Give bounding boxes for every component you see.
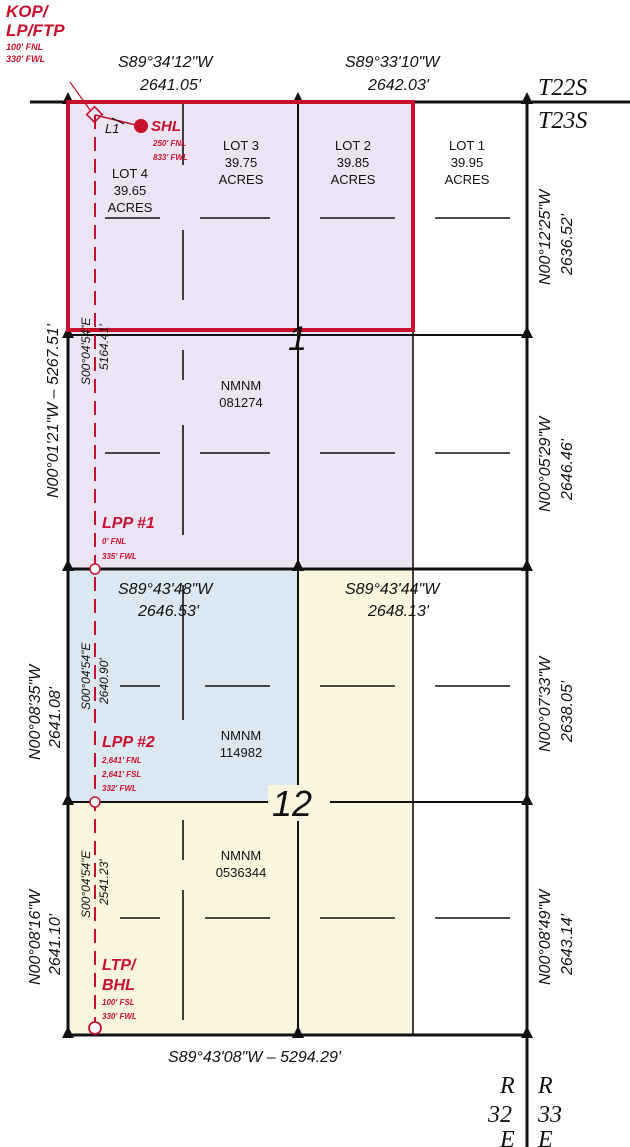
township-north: T22S bbox=[538, 75, 587, 101]
lpp2-fwl: 332' FWL bbox=[102, 784, 137, 793]
lease-sec1-number: 081274 bbox=[219, 395, 262, 410]
lpp2-marker bbox=[89, 796, 101, 808]
shl-marker bbox=[134, 119, 148, 133]
east-sec12-upper-bearing: N00°07'33"W bbox=[537, 655, 554, 752]
lease-sec12nw-prefix: NMNM bbox=[221, 728, 261, 743]
lease-sec12sw-prefix: NMNM bbox=[221, 848, 261, 863]
ltp-fwl: 330' FWL bbox=[102, 1012, 137, 1021]
lot1-name: LOT 1 bbox=[449, 138, 485, 153]
lot2-unit: ACRES bbox=[331, 172, 376, 187]
lot4-name: LOT 4 bbox=[112, 166, 148, 181]
range-east-num: 33 bbox=[537, 1102, 562, 1128]
l1-leader bbox=[111, 117, 125, 125]
bottom-bearing: S89°43'08"W – 5294.29' bbox=[168, 1049, 342, 1066]
east-sec12-lower-bearing: N00°08'49"W bbox=[537, 888, 554, 985]
ltp-marker bbox=[88, 1021, 102, 1035]
top-left-distance: 2641.05' bbox=[139, 77, 202, 94]
range-east-r: R bbox=[537, 1073, 553, 1099]
kop-label-line1: KOP/ bbox=[6, 2, 50, 21]
section-number-lower: 12 bbox=[272, 783, 312, 824]
top-left-bearing: S89°34'12"W bbox=[118, 54, 214, 71]
lpp1-label: LPP #1 bbox=[102, 515, 155, 532]
section-number-upper: 1 bbox=[288, 320, 307, 358]
kop-label-fnl: 100' FNL bbox=[6, 42, 43, 52]
lpp2-fnl: 2,641' FNL bbox=[101, 756, 142, 765]
east-sec1-upper-distance: 2636.52' bbox=[559, 213, 576, 276]
east-sec12-upper-distance: 2638.05' bbox=[559, 680, 576, 743]
mid-right-distance: 2648.13' bbox=[367, 603, 430, 620]
well-seg2-bearing: S00°04'54"E bbox=[79, 642, 93, 710]
mid-right-bearing: S89°43'44"W bbox=[345, 581, 441, 598]
lot1-acres: 39.95 bbox=[451, 155, 484, 170]
lot3-acres: 39.75 bbox=[225, 155, 258, 170]
west-sec12-upper-distance: 2641.08' bbox=[47, 686, 64, 749]
kop-marker bbox=[85, 105, 104, 124]
l1-label: L1 bbox=[105, 121, 119, 136]
ltp-label-line2: BHL bbox=[102, 977, 135, 994]
lease-sec1-prefix: NMNM bbox=[221, 378, 261, 393]
lease-sec12sw-number: 0536344 bbox=[216, 865, 267, 880]
range-west-r: R bbox=[499, 1073, 515, 1099]
spacing-unit-outline bbox=[66, 100, 415, 332]
kop-label-line2: LP/FTP bbox=[6, 21, 65, 40]
shl-fnl: 250' FNL bbox=[152, 139, 186, 148]
lpp2-fsl: 2,641' FSL bbox=[101, 770, 141, 779]
lot4-unit: ACRES bbox=[108, 200, 153, 215]
top-right-bearing: S89°33'10"W bbox=[345, 54, 441, 71]
lot4-acres: 39.65 bbox=[114, 183, 147, 198]
lpp2-label: LPP #2 bbox=[102, 734, 155, 751]
range-west-num: 32 bbox=[487, 1102, 512, 1128]
west-sec12-lower-distance: 2641.10' bbox=[47, 913, 64, 976]
west-sec1-bearing: N00°01'21"W – 5267.51' bbox=[45, 323, 62, 498]
east-sec1-lower-bearing: N00°05'29"W bbox=[537, 415, 554, 512]
kop-label-fwl: 330' FWL bbox=[6, 54, 45, 64]
lease-sec12nw-number: 114982 bbox=[220, 745, 262, 760]
lot3-unit: ACRES bbox=[219, 172, 264, 187]
top-right-distance: 2642.03' bbox=[367, 77, 430, 94]
township-south: T23S bbox=[538, 108, 587, 134]
mid-left-distance: 2646.53' bbox=[137, 603, 200, 620]
ltp-label-line1: LTP/ bbox=[102, 957, 137, 974]
lpp1-fnl: 0' FNL bbox=[102, 537, 126, 546]
shl-fwl: 833' FWL bbox=[153, 153, 188, 162]
well-seg1-distance: 5164.41' bbox=[97, 324, 111, 370]
well-seg2-distance: 2640.90' bbox=[97, 658, 111, 705]
ltp-fsl: 100' FSL bbox=[102, 998, 135, 1007]
west-sec12-lower-bearing: N00°08'16"W bbox=[27, 888, 44, 985]
kop-leader bbox=[69, 81, 91, 111]
lpp1-marker bbox=[89, 563, 101, 575]
well-seg3-distance: 2541.23' bbox=[97, 859, 111, 906]
range-east-dir: E bbox=[537, 1127, 553, 1147]
shl-label: SHL bbox=[151, 118, 181, 135]
lot3-name: LOT 3 bbox=[223, 138, 259, 153]
well-seg3-bearing: S00°04'54"E bbox=[79, 850, 93, 918]
east-sec12-lower-distance: 2643.14' bbox=[559, 913, 576, 976]
west-sec12-upper-bearing: N00°08'35"W bbox=[27, 663, 44, 760]
lpp1-fwl: 335' FWL bbox=[102, 552, 137, 561]
east-sec1-upper-bearing: N00°12'25"W bbox=[537, 188, 554, 285]
mid-left-bearing: S89°43'48"W bbox=[118, 581, 214, 598]
well-seg1-bearing: S00°04'54"E bbox=[79, 317, 93, 385]
lot2-name: LOT 2 bbox=[335, 138, 371, 153]
lot2-acres: 39.85 bbox=[337, 155, 370, 170]
east-sec1-lower-distance: 2646.46' bbox=[559, 438, 576, 501]
lot1-unit: ACRES bbox=[445, 172, 490, 187]
range-west-dir: E bbox=[499, 1127, 515, 1147]
section-12-bg bbox=[268, 785, 330, 821]
